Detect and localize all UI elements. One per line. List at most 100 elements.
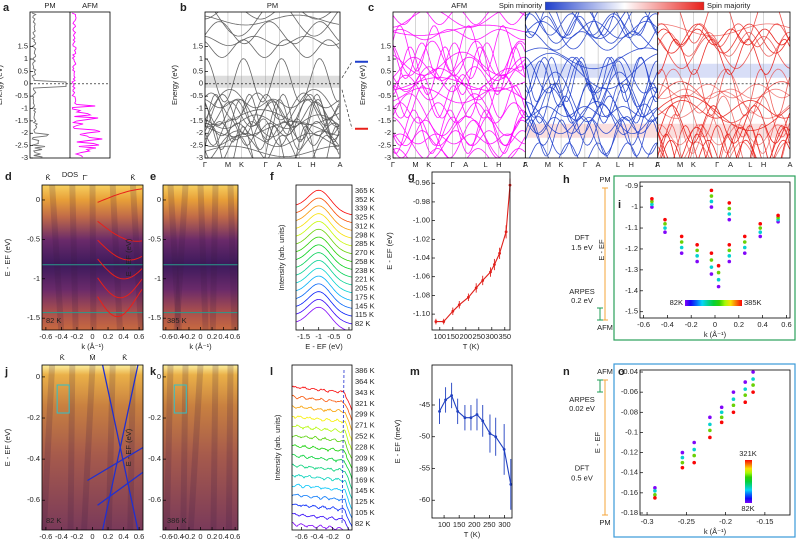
plot-frame [392, 11, 791, 159]
data-point [742, 240, 747, 244]
y-tick-label: -1.10 [413, 309, 430, 318]
x-tick-label: 300 [498, 520, 511, 529]
y-tick-label: -0.16 [621, 488, 638, 497]
y-tick-label: 0 [157, 372, 161, 381]
band-curve [657, 68, 791, 117]
data-point [731, 390, 736, 394]
y-tick-label: -0.4 [27, 454, 40, 463]
y-axis-label: E - EF (eV) [3, 428, 12, 466]
temperature-label: 385 K [167, 316, 187, 325]
spectrum-curve [292, 434, 352, 459]
band-curve [205, 35, 340, 47]
spectrum-curve [296, 189, 352, 216]
state-label: PM [599, 175, 610, 184]
top-label: K̄ [46, 173, 51, 182]
spectrum-curve [296, 306, 348, 330]
spectrum-curve [296, 267, 352, 294]
band-curve [525, 87, 658, 121]
temperature-label: 125 K [355, 497, 375, 506]
data-point [695, 242, 699, 247]
y-tick-label: -1.5 [27, 313, 40, 322]
x-tick-label: L [297, 160, 301, 169]
band-curve [393, 102, 526, 124]
data-point [751, 370, 755, 374]
data-point [663, 217, 667, 222]
x-axis-label: DOS [62, 170, 78, 179]
data-point [742, 251, 747, 255]
band-curve [525, 13, 658, 36]
x-tick-label: H [496, 160, 501, 169]
y-axis-label: E - EF (meV) [393, 419, 402, 463]
x-tick-label: A [787, 160, 792, 169]
data-point [719, 405, 724, 410]
data-point [716, 263, 721, 268]
colorbar [745, 460, 752, 503]
colorbar-label: 321K [739, 449, 757, 458]
x-tick-label: -0.3 [641, 517, 654, 526]
plot-frame [204, 11, 341, 159]
band-curve [525, 95, 658, 146]
image-streak [67, 364, 76, 531]
x-axis-label: k (Å⁻¹) [704, 527, 727, 536]
data-point [727, 254, 732, 258]
roi-box [173, 384, 187, 414]
data-point [679, 245, 684, 250]
data-point [727, 242, 732, 247]
y-axis-label: Energy (eV) [0, 64, 4, 105]
data-point [708, 435, 712, 440]
data-point [493, 263, 496, 266]
panel-frame [613, 175, 796, 341]
image-streak [69, 184, 79, 331]
x-tick-label: 0 [713, 320, 717, 329]
temperature-label: 343 K [355, 388, 375, 397]
x-tick-label: 0.2 [103, 532, 113, 541]
x-axis-label: k (Å⁻¹) [704, 330, 727, 339]
data-point [650, 199, 654, 204]
y-tick-label: -2 [384, 128, 391, 137]
image-streak [163, 364, 174, 531]
data-point [743, 387, 748, 391]
plot-frame [295, 184, 353, 331]
y-tick-label: 1.5 [381, 42, 391, 51]
y-tick-label: -0.5 [27, 234, 40, 243]
y-tick-label: -1.5 [625, 307, 638, 316]
band-curve [393, 85, 526, 119]
x-tick-label: Γ [264, 160, 268, 169]
spectrum-curve [296, 236, 352, 262]
y-tick-label: -1.08 [413, 290, 430, 299]
image-streak [225, 364, 234, 531]
spectrum-curve [292, 493, 352, 519]
temperature-label: 312 K [355, 221, 375, 230]
panel-letter: k [150, 366, 157, 378]
data-point [708, 428, 712, 433]
data-point [467, 295, 470, 299]
spectrum-curve [292, 405, 352, 431]
x-tick-label: 0.4 [218, 332, 228, 341]
band-curve [525, 83, 658, 118]
colorbar [544, 1, 705, 11]
band-curve [393, 12, 526, 28]
data-point [498, 251, 501, 255]
image-streak [40, 364, 56, 531]
image-streak [109, 184, 123, 331]
x-tick-label: 350 [499, 332, 512, 341]
x-axis-label: k (Å⁻¹) [189, 342, 212, 351]
data-point [692, 453, 696, 458]
data-point [692, 440, 696, 445]
data-point [751, 390, 755, 394]
data-point [650, 205, 654, 209]
x-tick-label: 0.2 [207, 332, 217, 341]
top-label: K̄ [60, 353, 65, 362]
x-tick-label: A [277, 160, 282, 169]
data-point [444, 398, 447, 402]
data-point [488, 432, 492, 435]
dos-curve [71, 12, 103, 158]
y-tick-label: -1 [631, 202, 638, 211]
y-tick-label: -0.9 [625, 181, 638, 190]
x-tick-label: -0.6 [637, 320, 650, 329]
x-axis-label: E - EF (eV) [305, 342, 343, 351]
y-tick-label: -0.5 [190, 91, 203, 100]
data-point [456, 409, 460, 413]
top-label: Γ̄ [82, 173, 87, 182]
band-curve [393, 42, 526, 80]
